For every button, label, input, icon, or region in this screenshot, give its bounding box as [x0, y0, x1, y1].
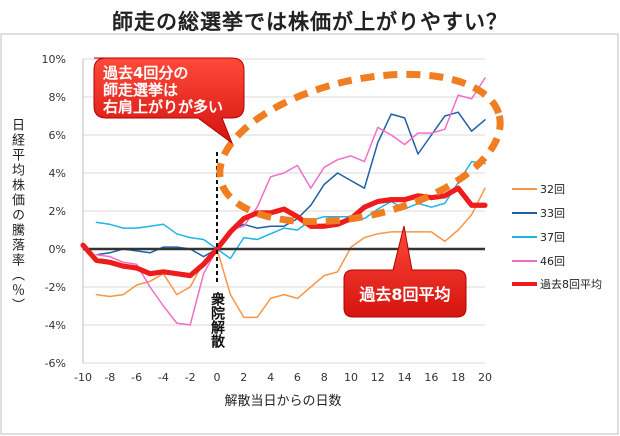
callout-top-bubble — [93, 57, 245, 145]
callout-top-line: 過去4回分の — [102, 64, 188, 82]
y-tick-label: 0% — [49, 243, 66, 256]
legend-label: 33回 — [540, 207, 565, 220]
legend-label: 過去8回平均 — [540, 278, 602, 291]
x-tick-label: 2 — [240, 371, 247, 384]
legend-label: 37回 — [540, 231, 565, 244]
x-tick-label: 20 — [478, 371, 492, 384]
x-tick-label: 10 — [344, 371, 358, 384]
series-line-average-top — [80, 185, 488, 279]
y-tick-label: 8% — [49, 91, 66, 104]
y-tick-label: 4% — [49, 167, 66, 180]
y-tick-label: -4% — [45, 319, 66, 332]
x-tick-labels: -10 -8 -6 -4 -2 0 2 4 6 8 10 12 14 16 18 20 解散当日からの日数 — [74, 371, 492, 409]
y-tick-label: -2% — [45, 281, 66, 294]
x-tick-label: 4 — [267, 371, 274, 384]
x-tick-label: -6 — [131, 371, 142, 384]
x-tick-label: 18 — [451, 371, 465, 384]
callout-bottom-bubble — [343, 225, 467, 318]
x-tick-label: -2 — [185, 371, 196, 384]
x-tick-label: 6 — [294, 371, 301, 384]
x-tick-label: -4 — [158, 371, 169, 384]
x-tick-label: 14 — [398, 371, 412, 384]
dissolution-label: 衆院解散 — [209, 291, 225, 349]
callout-top-line: 師走選挙は — [103, 81, 178, 99]
x-tick-label: 8 — [321, 371, 328, 384]
series-line-3 — [95, 77, 486, 326]
y-axis-label: 日経平均株価の騰落率（％） — [9, 118, 24, 313]
chart-title: 師走の総選挙では株価が上がりやすい？ — [112, 10, 508, 34]
x-tick-label: -10 — [74, 371, 92, 384]
x-tick-label: 16 — [424, 371, 438, 384]
y-tick-label: 10% — [42, 53, 66, 66]
x-axis-label: 解散当日からの日数 — [224, 394, 341, 409]
legend-label: 32回 — [540, 183, 565, 196]
x-tick-label: 12 — [371, 371, 385, 384]
legend-label: 46回 — [540, 255, 565, 268]
series-line-2 — [95, 160, 486, 260]
highlight-ellipse — [216, 70, 504, 226]
y-tick-label: -6% — [45, 357, 66, 370]
callout-top-line: 右肩上がりが多い — [103, 98, 223, 116]
x-tick-label: 0 — [214, 371, 221, 384]
series-line-0 — [95, 187, 486, 319]
callout-bottom-text: 過去8回平均 — [358, 285, 450, 304]
y-tick-label: 2% — [49, 205, 66, 218]
y-tick-labels: -6% -4% -2% 0% 2% 4% 6% 8% 10% — [42, 53, 66, 370]
x-tick-label: -8 — [104, 371, 115, 384]
y-tick-label: 6% — [49, 129, 66, 142]
